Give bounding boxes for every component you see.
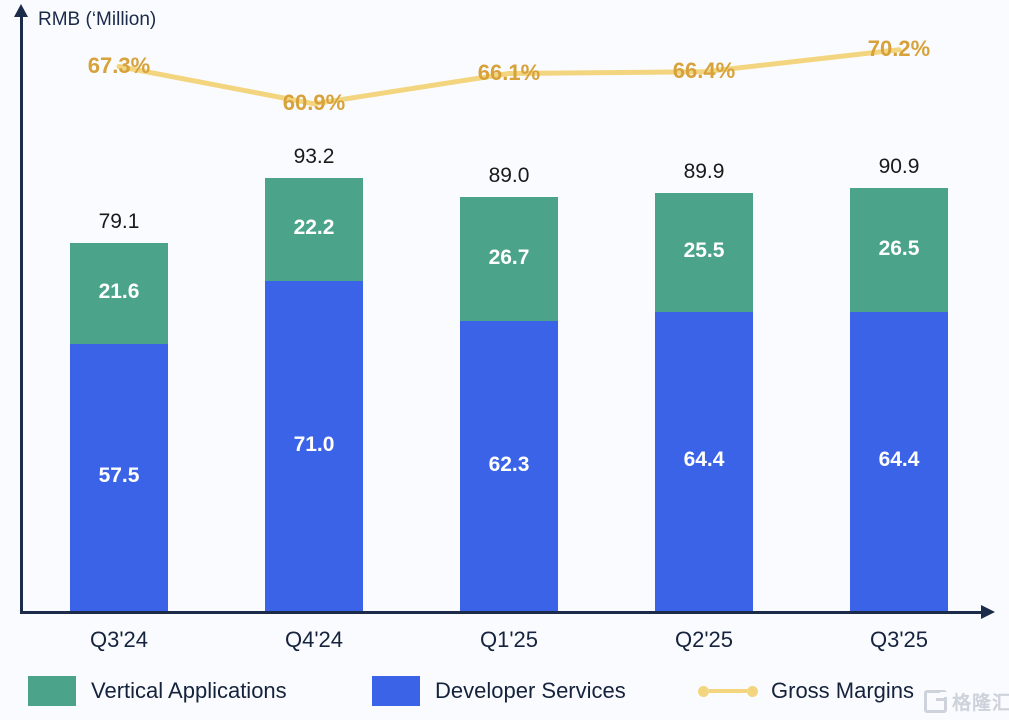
segment-value-developer-services: 57.5: [98, 464, 140, 488]
segment-value-developer-services: 64.4: [878, 448, 920, 472]
bar-segment-developer-services: [70, 343, 168, 611]
segment-value-developer-services: 71.0: [293, 432, 335, 456]
segment-value-vertical-applications: 26.5: [878, 236, 920, 260]
x-axis-line: [20, 611, 982, 614]
gelonghui-logo-icon: [924, 690, 947, 713]
segment-value-vertical-applications: 22.2: [293, 216, 335, 240]
legend-label-developer-services: Developer Services: [435, 678, 626, 703]
bar-segment-vertical-applications: [70, 243, 168, 344]
x-axis-arrow-icon: [981, 605, 995, 619]
x-axis-tick-label: Q1'25: [479, 627, 539, 652]
x-axis-tick-label: Q2'25: [674, 627, 734, 652]
bar-segment-developer-services: [655, 311, 753, 611]
bar-total-label: 89.9: [683, 159, 725, 183]
legend-item-vertical-applications: Vertical Applications: [28, 674, 287, 708]
legend-line-segment-icon: [709, 689, 747, 693]
bar-total-label: 90.9: [878, 155, 920, 179]
bar-total-label: 89.0: [488, 164, 530, 188]
x-axis-tick-label: Q3'24: [89, 627, 149, 652]
bar-segment-developer-services: [265, 280, 363, 611]
legend-item-gross-margins: Gross Margins: [698, 674, 914, 708]
gross-margin-value-label: 67.3%: [87, 52, 151, 78]
legend: Vertical Applications Developer Services…: [0, 674, 1009, 710]
segment-value-developer-services: 64.4: [683, 448, 725, 472]
x-axis-tick-label: Q3'25: [869, 627, 929, 652]
watermark-text: 格隆汇: [952, 693, 1009, 714]
gross-margin-value-label: 66.4%: [672, 57, 736, 83]
y-axis-label: RMB (‘Million): [38, 9, 157, 30]
legend-label-gross-margins: Gross Margins: [771, 678, 915, 703]
y-axis-arrow-icon: [14, 4, 28, 17]
x-axis-tick-label: Q4'24: [284, 627, 344, 652]
legend-item-developer-services: Developer Services: [372, 674, 626, 708]
bar-segment-vertical-applications: [850, 188, 948, 312]
watermark: 格隆汇: [924, 688, 1009, 715]
bar-segment-vertical-applications: [460, 197, 558, 322]
bar-total-label: 79.1: [98, 210, 140, 234]
legend-swatch-vertical-applications: [28, 676, 76, 706]
bar-segment-developer-services: [850, 311, 948, 611]
segment-value-vertical-applications: 26.7: [488, 246, 530, 270]
legend-line-dot-icon: [747, 685, 758, 697]
segment-value-vertical-applications: 21.6: [98, 280, 140, 304]
segment-value-developer-services: 62.3: [488, 453, 530, 477]
legend-swatch-developer-services: [372, 676, 420, 706]
bar-total-label: 93.2: [293, 144, 335, 168]
legend-line-marker-icon: [698, 685, 758, 697]
gross-margin-value-label: 60.9%: [282, 89, 346, 115]
legend-label-vertical-applications: Vertical Applications: [91, 678, 287, 703]
legend-line-dot-icon: [698, 685, 709, 697]
segment-value-vertical-applications: 25.5: [683, 239, 725, 263]
bar-segment-vertical-applications: [265, 177, 363, 281]
bar-segment-vertical-applications: [655, 192, 753, 312]
gross-margin-value-label: 66.1%: [477, 59, 541, 85]
y-axis-line: [20, 14, 23, 613]
bar-segment-developer-services: [460, 321, 558, 611]
gross-margin-value-label: 70.2%: [867, 35, 931, 61]
